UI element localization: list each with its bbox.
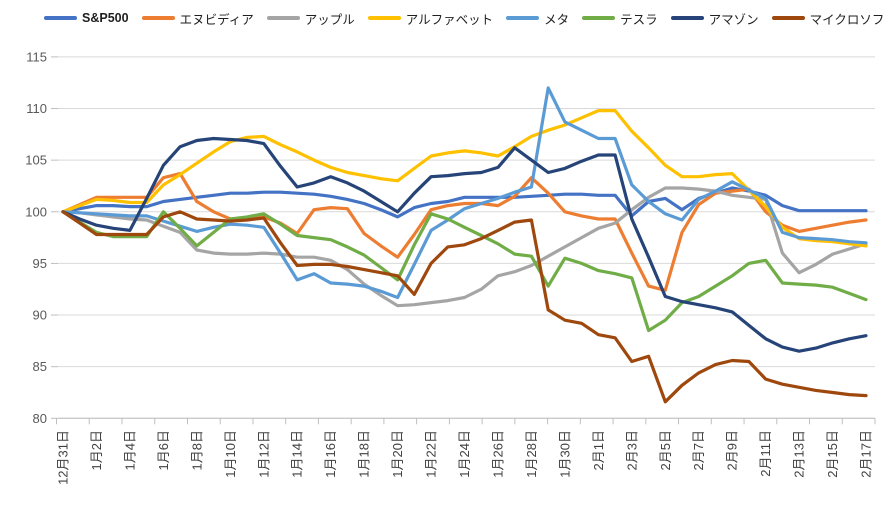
- series-line-sp500: [61, 186, 868, 219]
- x-axis-label: 1月6日: [156, 430, 171, 470]
- legend-swatch-tesla: [582, 16, 616, 20]
- legend-item-alphabet: アルファベット: [367, 9, 494, 28]
- x-axis-label: 1月20日: [390, 430, 405, 478]
- x-axis-label: 1月26日: [490, 430, 505, 478]
- legend-label-alphabet: アルファベット: [405, 12, 494, 27]
- legend-label-nvidia: エヌビディア: [179, 12, 254, 27]
- legend-swatch-sp500: [44, 16, 77, 20]
- x-axis-label: 1月28日: [524, 430, 539, 478]
- y-axis-label: 95: [33, 256, 47, 271]
- legend-item-meta: メタ: [506, 9, 569, 28]
- x-axis-label: 1月8日: [189, 430, 204, 470]
- legend-item-amazon: アマゾン: [670, 9, 759, 28]
- series-line-microsoft: [61, 210, 868, 404]
- y-axis-label: 115: [26, 49, 47, 64]
- y-axis-label: 85: [33, 359, 47, 374]
- legend-swatch-microsoft: [771, 16, 805, 20]
- x-axis-label: 2月15日: [825, 430, 840, 478]
- legend-item-sp500: S&P500: [44, 11, 129, 25]
- x-axis-label: 1月22日: [424, 430, 439, 478]
- y-axis-label: 105: [25, 153, 47, 168]
- series-line-apple: [61, 186, 868, 308]
- series-line-meta: [61, 86, 868, 300]
- legend-label-sp500: S&P500: [82, 11, 129, 25]
- x-axis-label: 1月16日: [323, 430, 338, 478]
- legend-label-microsoft: マイクロソフト: [809, 12, 886, 27]
- legend-swatch-nvidia: [141, 16, 175, 20]
- legend-swatch-alphabet: [367, 16, 401, 20]
- x-axis-label: 2月9日: [725, 430, 740, 470]
- x-axis-label: 2月3日: [624, 430, 639, 470]
- legend-item-tesla: テスラ: [582, 9, 658, 28]
- x-axis-label: 1月2日: [89, 430, 104, 470]
- x-axis-label: 2月1日: [591, 430, 606, 470]
- chart-legend: S&P500 エヌビディア アップル アルファベット メタ テスラ アマゾン マイクロソフト: [44, 7, 886, 29]
- x-axis-label: 2月11日: [758, 430, 773, 477]
- x-axis-label: 12月31日: [56, 430, 71, 485]
- legend-swatch-apple: [266, 16, 300, 20]
- y-axis-label: 90: [33, 308, 47, 323]
- legend-label-apple: アップル: [304, 12, 355, 27]
- y-axis-label: 110: [26, 101, 47, 116]
- x-axis-label: 2月17日: [859, 430, 874, 478]
- x-axis-label: 1月4日: [122, 430, 137, 470]
- x-axis-label: 1月24日: [457, 430, 472, 478]
- x-axis-label: 2月13日: [792, 430, 807, 478]
- legend-swatch-amazon: [670, 16, 704, 20]
- x-axis-label: 1月30日: [557, 430, 572, 478]
- legend-item-microsoft: マイクロソフト: [771, 9, 886, 28]
- x-axis-label: 1月14日: [290, 430, 305, 478]
- legend-item-apple: アップル: [266, 9, 355, 28]
- x-axis-label: 2月7日: [691, 430, 706, 470]
- y-axis-label: 100: [25, 204, 47, 219]
- legend-item-nvidia: エヌビディア: [141, 9, 254, 28]
- x-axis-label: 1月12日: [256, 430, 271, 478]
- x-axis-label: 2月5日: [658, 430, 673, 470]
- legend-label-amazon: アマゾン: [708, 12, 759, 27]
- y-axis-label: 80: [33, 411, 47, 426]
- legend-label-meta: メタ: [544, 12, 570, 27]
- series-line-tesla: [61, 210, 868, 333]
- series-line-nvidia: [61, 172, 868, 292]
- series-line-alphabet: [61, 108, 868, 248]
- legend-swatch-meta: [506, 16, 540, 20]
- x-axis-label: 1月18日: [357, 430, 372, 478]
- legend-label-tesla: テスラ: [620, 12, 658, 27]
- series-line-amazon: [61, 136, 868, 353]
- x-axis-label: 1月10日: [223, 430, 238, 478]
